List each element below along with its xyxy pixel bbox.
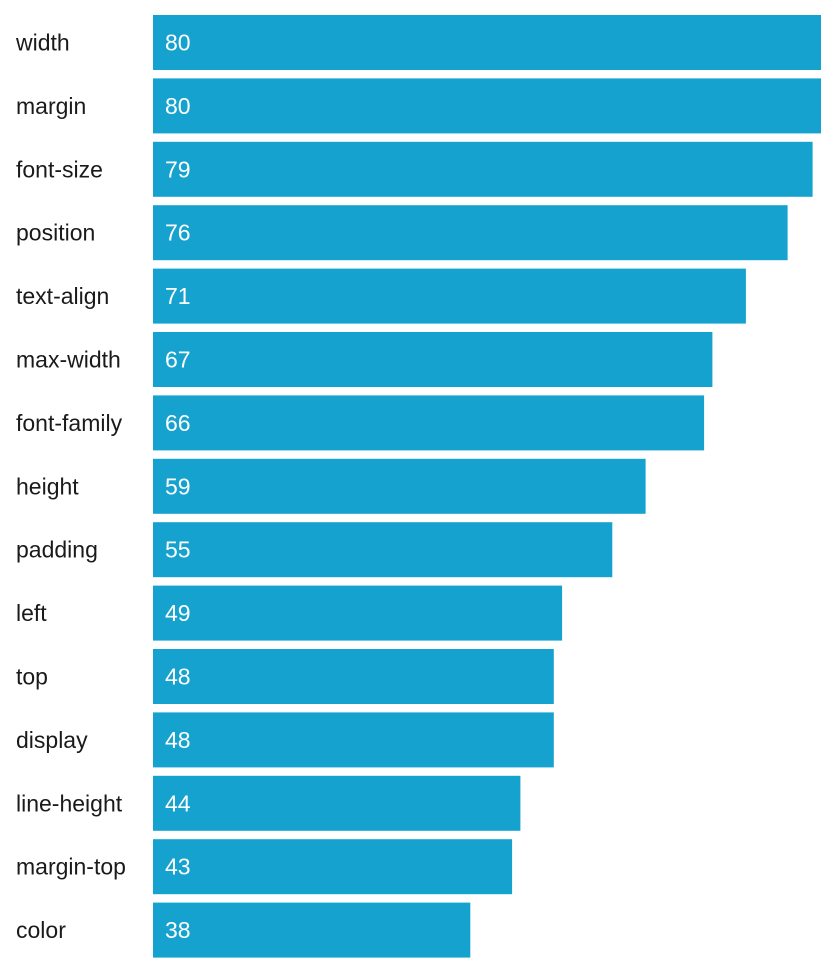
value-label-top: 48 xyxy=(165,664,191,690)
value-label-padding: 55 xyxy=(165,537,191,563)
bar-display xyxy=(153,712,554,768)
bar-max-width xyxy=(153,332,713,387)
value-label-text-align: 71 xyxy=(165,283,191,309)
category-label-line-height: line-height xyxy=(16,790,123,816)
category-label-margin: margin xyxy=(16,93,86,119)
bar-height xyxy=(153,458,646,514)
value-label-height: 59 xyxy=(165,473,191,499)
bar-padding xyxy=(153,522,613,578)
value-label-margin-top: 43 xyxy=(165,854,191,880)
category-label-color: color xyxy=(16,917,66,943)
category-label-top: top xyxy=(16,664,48,690)
value-label-display: 48 xyxy=(165,727,191,753)
bar-margin xyxy=(153,78,821,134)
value-label-width: 80 xyxy=(165,30,191,56)
value-label-color: 38 xyxy=(165,917,191,943)
bar-color xyxy=(153,902,471,958)
category-label-display: display xyxy=(16,727,88,753)
bar-text-align xyxy=(153,268,746,324)
category-label-position: position xyxy=(16,220,95,246)
value-label-font-size: 79 xyxy=(165,156,191,182)
value-label-margin: 80 xyxy=(165,93,191,119)
value-label-line-height: 44 xyxy=(165,790,191,816)
bar-width xyxy=(153,15,821,70)
bar-position xyxy=(153,205,788,261)
value-label-left: 49 xyxy=(165,600,191,626)
category-label-height: height xyxy=(16,473,79,499)
bars-group: width 80 margin 80 font-size 79 position 76 text… xyxy=(15,15,821,958)
category-label-margin-top: margin-top xyxy=(16,854,126,880)
category-label-left: left xyxy=(16,600,47,626)
bar-top xyxy=(153,649,554,704)
category-label-font-size: font-size xyxy=(16,156,103,182)
bar-line-height xyxy=(153,775,521,831)
category-label-padding: padding xyxy=(16,537,98,563)
category-label-font-family: font-family xyxy=(16,410,123,436)
category-label-text-align: text-align xyxy=(16,283,109,309)
value-label-font-family: 66 xyxy=(165,410,191,436)
bar-margin-top xyxy=(153,839,513,895)
bar-left xyxy=(153,585,563,641)
value-label-max-width: 67 xyxy=(165,347,191,373)
category-label-max-width: max-width xyxy=(16,347,121,373)
bar-font-size xyxy=(153,141,813,197)
category-label-width: width xyxy=(15,30,70,56)
bar-font-family xyxy=(153,395,705,451)
value-label-position: 76 xyxy=(165,220,191,246)
